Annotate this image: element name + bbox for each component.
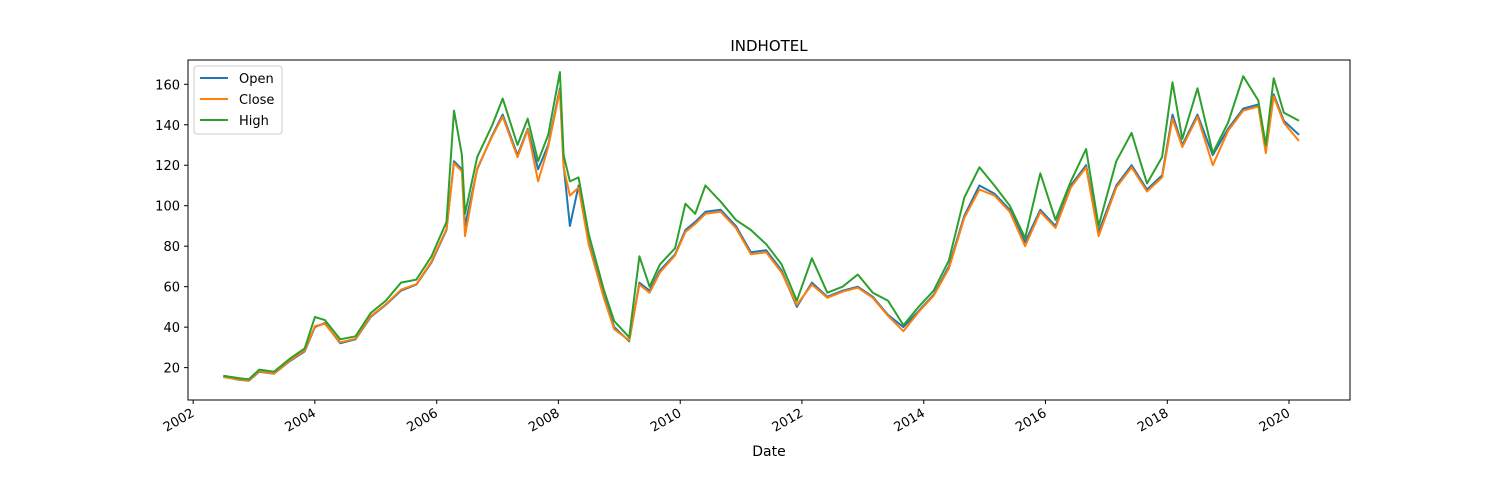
series-line-high [223, 71, 1300, 381]
legend-box [193, 65, 283, 135]
y-tick-label: 40 [163, 321, 180, 336]
y-tick-label: 120 [155, 159, 180, 174]
series-line-close [223, 89, 1300, 382]
y-tick-label: 140 [155, 119, 180, 134]
y-axis: 20 40 60 80 100 120 140 160 [155, 78, 188, 377]
legend-label-open: Open [239, 72, 274, 87]
plot-area [188, 60, 1350, 400]
legend-label-high: High [239, 114, 269, 129]
plot-frame [187, 59, 1351, 401]
legend: Open Close High [193, 65, 283, 135]
y-tick-label: 60 [163, 281, 180, 296]
x-axis-label: Date [752, 444, 785, 460]
y-tick-label: 20 [163, 362, 180, 377]
chart-title: INDHOTEL [730, 37, 808, 55]
y-tick-label: 100 [155, 200, 180, 215]
legend-label-close: Close [239, 93, 274, 108]
y-tick-label: 160 [155, 78, 180, 93]
series-layer [223, 71, 1300, 382]
y-tick-label: 80 [163, 240, 180, 255]
